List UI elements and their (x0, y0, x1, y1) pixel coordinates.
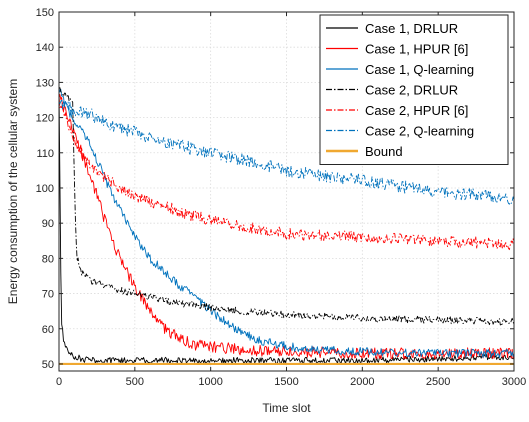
y-tick-label: 80 (42, 253, 54, 265)
series-line-5 (58, 98, 515, 205)
y-tick-label: 70 (42, 289, 54, 301)
y-tick-label: 150 (36, 7, 54, 19)
y-tick-label: 140 (36, 42, 54, 54)
plot-series (58, 86, 515, 366)
y-tick-label: 120 (36, 113, 54, 125)
x-tick-label: 0 (56, 376, 62, 388)
legend-label-0: Case 1, DRLUR (365, 21, 458, 36)
y-tick-label: 130 (36, 77, 54, 89)
series-line-1 (58, 94, 515, 360)
series-line-3 (58, 87, 515, 326)
x-tick-label: 2500 (426, 376, 450, 388)
y-tick-label: 100 (36, 183, 54, 195)
y-tick-label: 110 (36, 148, 54, 160)
series-line-0 (58, 86, 515, 365)
x-tick-label: 3000 (502, 376, 526, 388)
x-tick-label: 1500 (274, 376, 298, 388)
y-tick-label: 60 (42, 324, 54, 336)
x-axis-label: Time slot (262, 401, 311, 415)
legend-label-6: Bound (365, 144, 403, 159)
y-tick-label: 50 (42, 359, 54, 371)
legend-label-4: Case 2, HPUR [6] (365, 103, 468, 118)
legend-label-1: Case 1, HPUR [6] (365, 42, 468, 57)
legend-label-3: Case 2, DRLUR (365, 83, 458, 98)
series-line-4 (58, 96, 515, 251)
legend-label-2: Case 1, Q-learning (365, 62, 474, 77)
x-tick-label: 500 (126, 376, 144, 388)
axis-ticks: 0 500 1000 1500 2000 2500 3000 50 60 70 80 90 100 110… (36, 7, 527, 388)
y-tick-label: 90 (42, 218, 54, 230)
legend: Case 1, DRLUR Case 1, HPUR [6] Case 1, Q-l… (319, 14, 509, 165)
x-tick-label: 1000 (198, 376, 222, 388)
x-tick-label: 2000 (350, 376, 374, 388)
y-axis-label: Energy consumption of the cellular syste… (6, 79, 20, 304)
legend-label-5: Case 2, Q-learning (365, 124, 474, 139)
series-line-2 (58, 87, 515, 359)
